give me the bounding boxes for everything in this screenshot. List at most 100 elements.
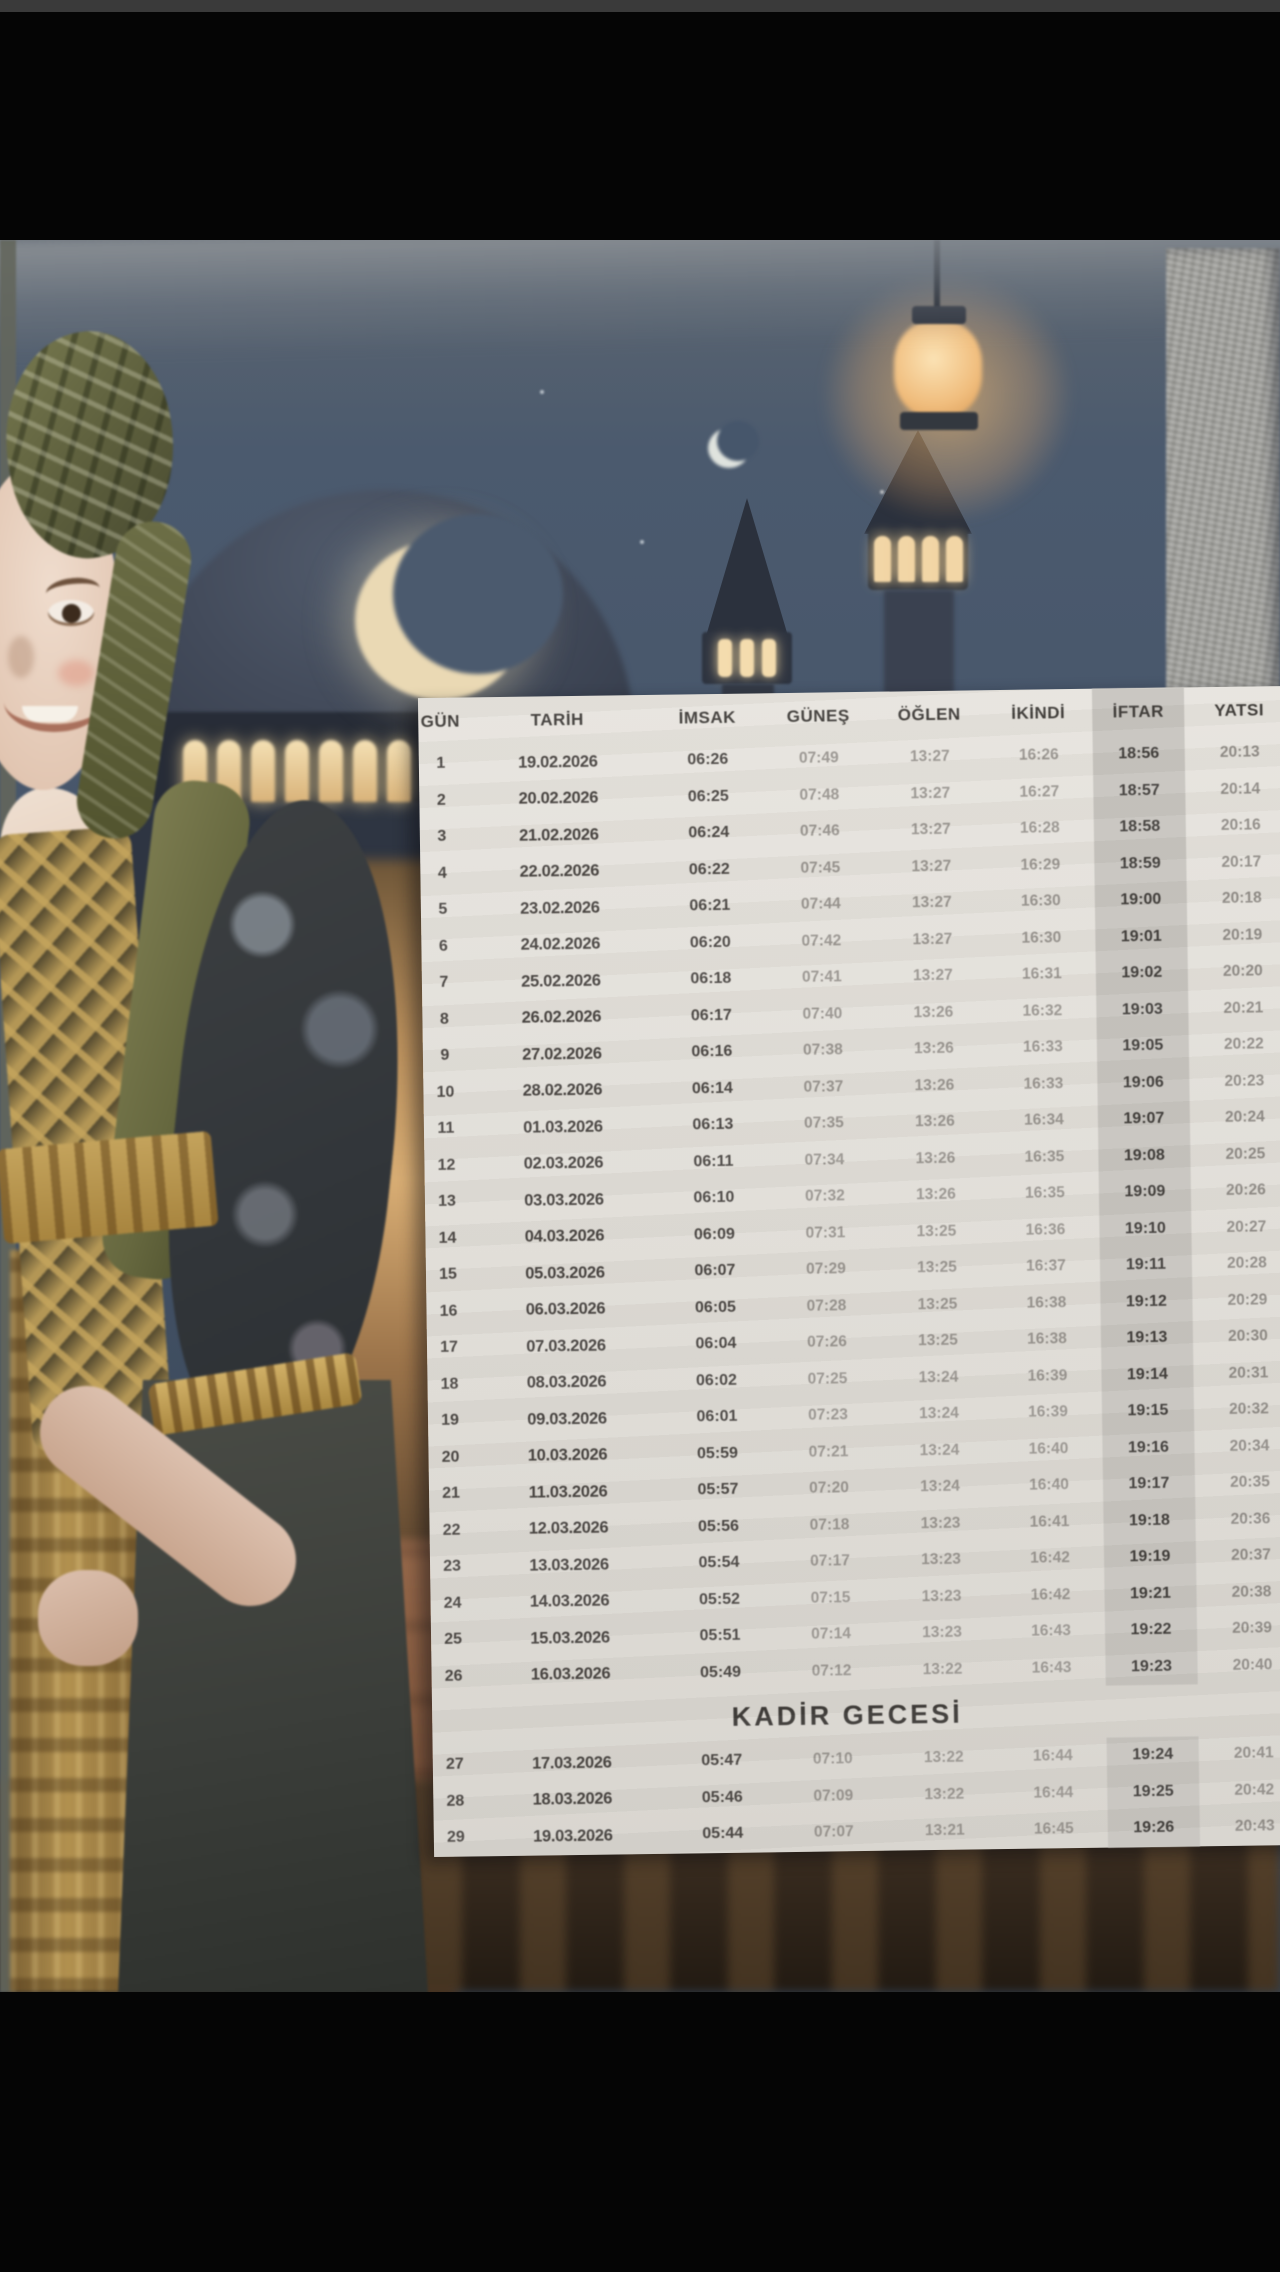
gunes-cell: 07:31 [805,1223,846,1242]
iftar-cell: 19:13 [1100,1319,1194,1358]
teeth [22,706,78,722]
imsak-cell: 05:46 [701,1788,743,1807]
iftar-cell: 19:05 [1096,1027,1190,1066]
oglen-cell: 13:26 [914,1076,955,1094]
smile [4,672,104,732]
minaret-body [884,590,954,695]
day-cell: 11 [437,1119,455,1138]
date-cell: 09.03.2026 [527,1409,607,1429]
gunes-cell: 07:21 [808,1442,849,1461]
ikindi-cell: 16:33 [1023,1074,1064,1093]
iftar-cell: 19:23 [1105,1647,1198,1686]
iftar-cell: 19:17 [1102,1465,1196,1504]
gunes-cell: 07:40 [802,1005,843,1023]
iftar-cell: 19:22 [1104,1611,1198,1650]
date-cell: 25.02.2026 [520,971,601,991]
oglen-cell: 13:25 [918,1331,958,1350]
yatsi-cell: 20:19 [1222,926,1263,944]
day-cell: 25 [444,1630,463,1649]
imsak-cell: 06:09 [693,1225,736,1244]
day-cell: 15 [438,1265,458,1284]
imsak-cell: 06:02 [695,1371,738,1390]
gunes-cell: 07:09 [813,1786,854,1805]
column-header-iftar: İFTAR [1091,687,1185,737]
iftar-cell: 18:58 [1093,808,1187,847]
day-cell: 7 [439,973,449,992]
day-cell: 28 [446,1792,465,1810]
window-arch-icon [251,740,275,802]
date-cell: 21.02.2026 [518,825,599,845]
iftar-cell: 19:24 [1106,1736,1200,1775]
yatsi-cell: 20:17 [1221,853,1262,871]
iftar-cell: 19:21 [1104,1574,1197,1613]
letterbox-top [0,12,1280,240]
yatsi-cell: 20:14 [1220,780,1261,798]
gunes-cell: 07:28 [806,1296,847,1315]
day-cell: 12 [437,1156,456,1174]
minaret-lit-balcony [868,528,968,590]
gunes-cell: 07:12 [811,1661,852,1680]
ikindi-cell: 16:31 [1021,965,1062,983]
yatsi-cell: 20:18 [1221,889,1262,908]
imsak-cell: 05:51 [699,1626,741,1645]
oglen-cell: 13:23 [921,1550,961,1569]
yatsi-cell: 20:37 [1231,1546,1271,1565]
day-cell: 5 [438,901,448,919]
imsak-cell: 05:47 [701,1751,743,1770]
day-cell: 18 [440,1375,459,1393]
date-cell: 01.03.2026 [523,1117,603,1137]
iftar-cell: 19:10 [1099,1209,1192,1248]
day-cell: 29 [446,1828,465,1847]
date-cell: 07.03.2026 [526,1336,606,1356]
ikindi-cell: 16:33 [1022,1038,1063,1056]
date-cell: 05.03.2026 [525,1263,605,1283]
ikindi-cell: 16:43 [1031,1658,1072,1677]
imsak-cell: 06:26 [687,751,729,769]
date-cell: 10.03.2026 [527,1445,608,1465]
date-cell: 11.03.2026 [528,1482,608,1502]
yatsi-cell: 20:34 [1229,1437,1270,1455]
date-cell: 19.03.2026 [532,1826,613,1846]
yatsi-cell: 20:43 [1234,1817,1275,1836]
child-figure [0,240,460,1992]
day-cell: 3 [437,828,447,846]
gunes-cell: 07:25 [807,1369,848,1388]
gunes-cell: 07:45 [800,859,841,877]
yatsi-cell: 20:23 [1224,1072,1265,1090]
imsak-cell: 06:14 [691,1079,733,1098]
day-cell: 27 [445,1755,464,1774]
yatsi-cell: 20:32 [1229,1400,1269,1419]
iftar-cell: 19:09 [1098,1173,1192,1212]
iftar-cell: 19:19 [1103,1538,1197,1577]
date-cell: 06.03.2026 [525,1299,606,1319]
top-ui-strip [0,0,1280,12]
date-cell: 04.03.2026 [524,1226,605,1246]
iftar-cell: 18:56 [1092,735,1186,774]
oglen-cell: 13:25 [917,1295,958,1313]
ikindi-cell: 16:35 [1024,1147,1065,1166]
column-header-gunes: GÜNEŞ [786,706,850,726]
ikindi-cell: 16:28 [1019,819,1060,837]
imsak-cell: 06:22 [688,860,730,879]
date-cell: 19.02.2026 [517,752,598,772]
oglen-cell: 13:26 [915,1149,956,1167]
oglen-cell: 13:26 [914,1112,955,1131]
gunes-cell: 07:38 [802,1041,843,1060]
iftar-cell: 19:14 [1101,1355,1194,1394]
iftar-cell: 19:25 [1107,1772,1200,1811]
yatsi-cell: 20:35 [1230,1473,1270,1492]
oglen-cell: 13:27 [912,966,953,985]
day-cell: 4 [437,864,447,882]
ikindi-cell: 16:39 [1027,1366,1068,1385]
oglen-cell: 13:24 [919,1404,959,1423]
ikindi-cell: 16:34 [1023,1111,1064,1129]
yatsi-cell: 20:36 [1230,1510,1271,1528]
date-cell: 18.03.2026 [532,1789,613,1809]
small-crescent-moon-icon [708,421,759,468]
ikindi-cell: 16:44 [1033,1783,1074,1802]
iftar-cell: 19:03 [1096,990,1189,1029]
day-cell: 16 [439,1302,458,1320]
yatsi-cell: 20:25 [1225,1145,1266,1163]
imsak-cell: 06:01 [696,1408,738,1426]
yatsi-cell: 20:26 [1225,1181,1266,1200]
